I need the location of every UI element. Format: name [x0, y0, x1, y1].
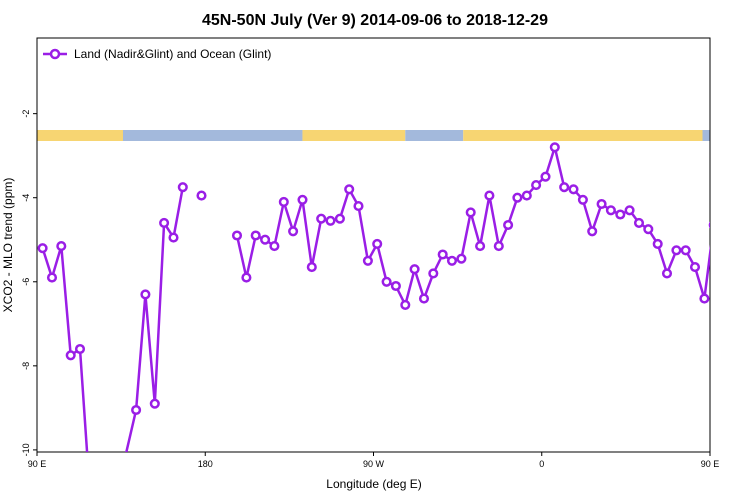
band-land	[37, 130, 123, 141]
band-land	[463, 130, 703, 141]
data-point	[465, 207, 476, 218]
data-point	[56, 241, 67, 252]
data-point	[250, 230, 261, 241]
data-point	[325, 215, 336, 226]
data-point	[409, 264, 420, 275]
data-point	[231, 230, 243, 241]
series-line	[41, 244, 89, 452]
band-ocean	[405, 130, 464, 141]
data-point	[149, 398, 160, 409]
data-point	[381, 276, 392, 287]
y-tick-label: -4	[21, 194, 31, 202]
data-point	[428, 268, 439, 279]
data-point	[140, 289, 151, 300]
data-point	[540, 171, 551, 182]
y-tick-label: -10	[21, 443, 31, 456]
chart-title: 45N-50N July (Ver 9) 2014-09-06 to 2018-…	[202, 12, 548, 29]
y-tick-label: -2	[21, 110, 31, 118]
data-point	[46, 272, 58, 283]
data-point	[661, 268, 673, 279]
data-point	[719, 244, 727, 252]
data-point	[269, 241, 280, 252]
x-tick-label: 90 W	[363, 459, 385, 469]
data-point	[241, 272, 252, 283]
data-point	[353, 201, 364, 212]
data-point	[596, 198, 607, 210]
data-point	[699, 293, 710, 304]
data-point	[708, 221, 710, 229]
data-point	[605, 205, 616, 216]
data-point	[446, 255, 458, 266]
data-point	[475, 241, 486, 252]
series-line	[125, 186, 185, 452]
data-point	[729, 272, 737, 280]
data-point	[484, 190, 495, 201]
series-land-ocean	[37, 142, 746, 452]
data-point	[503, 219, 514, 231]
data-point	[400, 299, 411, 310]
data-point	[288, 226, 299, 237]
data-point	[278, 196, 289, 207]
y-tick-label: -6	[21, 278, 31, 286]
y-axis: -2 -4 -6 -8 -10	[21, 110, 37, 456]
data-point	[493, 241, 504, 252]
data-point	[316, 213, 327, 224]
y-axis-label: XCO2 - MLO trend (ppm)	[1, 178, 15, 313]
data-point	[643, 224, 654, 235]
data-point	[559, 182, 570, 193]
data-point	[196, 190, 207, 201]
data-point	[680, 245, 691, 256]
data-point	[177, 182, 188, 193]
data-point	[260, 234, 271, 245]
data-point	[652, 238, 663, 249]
data-point	[624, 205, 635, 216]
data-point	[306, 262, 317, 273]
data-point	[74, 343, 86, 355]
x-tick-label: 90 E	[28, 459, 47, 469]
band-ocean	[702, 130, 710, 141]
data-point	[159, 217, 170, 228]
data-point	[334, 213, 345, 224]
data-point	[418, 293, 430, 304]
x-axis-label: Longitude (deg E)	[326, 477, 421, 491]
data-point	[531, 180, 542, 191]
data-point	[587, 226, 598, 237]
data-point	[577, 194, 588, 205]
data-point	[372, 238, 383, 249]
legend-label: Land (Nadir&Glint) and Ocean (Glint)	[74, 47, 271, 61]
data-point	[615, 209, 626, 220]
y-tick-label: -8	[21, 362, 31, 370]
data-point	[362, 255, 373, 266]
data-point	[344, 184, 355, 195]
data-point	[390, 280, 401, 292]
data-point	[568, 184, 579, 195]
data-point	[297, 194, 308, 205]
data-point	[521, 190, 532, 201]
data-point	[671, 245, 682, 256]
x-tick-label: 90 E	[701, 459, 720, 469]
data-point	[512, 192, 523, 203]
data-point	[168, 232, 179, 243]
data-point	[456, 253, 467, 264]
data-point	[131, 404, 142, 416]
data-point	[549, 142, 560, 153]
legend-marker	[49, 48, 61, 60]
band-land	[302, 130, 406, 141]
data-point	[65, 350, 76, 361]
data-point	[738, 242, 746, 250]
x-tick-label: 0	[539, 459, 544, 469]
data-point	[633, 217, 645, 228]
legend: Land (Nadir&Glint) and Ocean (Glint)	[43, 47, 271, 61]
data-point	[689, 262, 701, 273]
data-point	[437, 249, 448, 260]
band-ocean	[122, 130, 303, 141]
data-point	[37, 243, 48, 254]
x-tick-label: 180	[198, 459, 213, 469]
land-ocean-band	[37, 130, 710, 141]
